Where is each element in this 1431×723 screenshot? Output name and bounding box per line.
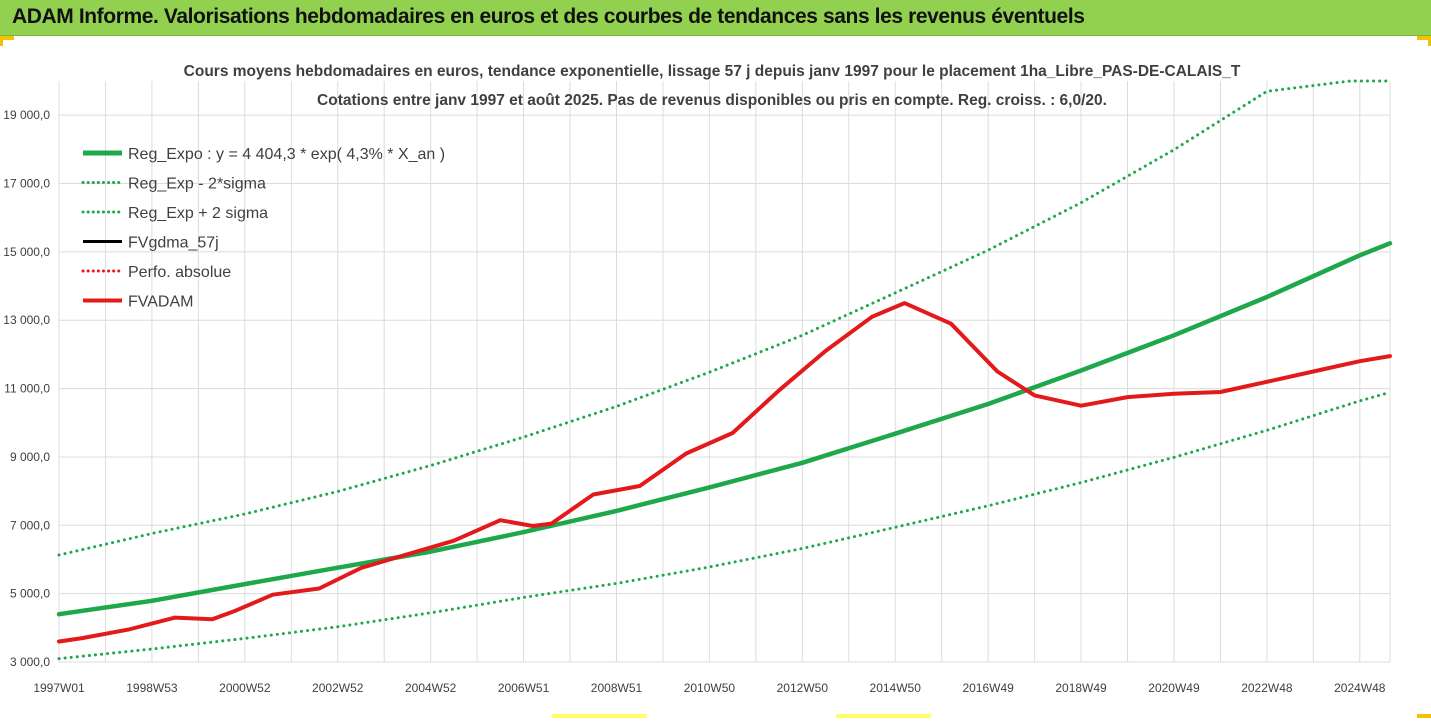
- corner-marker-top-left-v: [0, 36, 3, 46]
- banner-title: ADAM Informe. Valorisations hebdomadaire…: [12, 5, 1085, 28]
- chart-area: 3 000,0 5 000,0 7 000,0 9 000,0 11 000,0 13 0…: [0, 36, 1431, 718]
- x-tick-label: 2014W50: [870, 681, 922, 695]
- bottom-tab-right: [836, 714, 931, 718]
- trend-chart: 3 000,0 5 000,0 7 000,0 9 000,0 11 000,0 13 0…: [3, 63, 1393, 695]
- legend-label: FVADAM: [128, 294, 193, 311]
- chart-title-line-2: Cotations entre janv 1997 et août 2025. …: [317, 92, 1107, 109]
- series-line-2: [57, 79, 1392, 557]
- series-lines: [56, 79, 1393, 661]
- y-tick-label: 5 000,0: [10, 587, 50, 601]
- x-tick-label: 2002W52: [312, 681, 364, 695]
- y-tick-label: 11 000,0: [4, 382, 50, 396]
- grid-lines: [58, 81, 1391, 663]
- chart-title: Cours moyens hebdomadaires en euros, ten…: [184, 63, 1241, 109]
- x-tick-label: 2006W51: [498, 681, 550, 695]
- series-line-1: [57, 390, 1392, 661]
- y-tick-label: 15 000,0: [3, 245, 50, 259]
- chart-title-line-1: Cours moyens hebdomadaires en euros, ten…: [184, 63, 1241, 80]
- x-tick-label: 2012W50: [777, 681, 829, 695]
- series-line-3: [57, 301, 1392, 644]
- x-tick-label: 1997W01: [33, 681, 85, 695]
- series-line-0: [56, 241, 1393, 617]
- y-tick-label: 17 000,0: [3, 177, 50, 191]
- x-tick-label: 2010W50: [684, 681, 736, 695]
- corner-marker-top-right: [1417, 36, 1431, 40]
- corner-marker-bottom-right: [1417, 714, 1431, 718]
- x-tick-label: 2018W49: [1055, 681, 1107, 695]
- legend-label: Reg_Exp + 2 sigma: [128, 205, 268, 222]
- x-tick-label: 1998W53: [126, 681, 178, 695]
- y-tick-label: 7 000,0: [10, 518, 50, 532]
- x-tick-label: 2016W49: [962, 681, 1014, 695]
- x-tick-label: 2022W48: [1241, 681, 1293, 695]
- legend-label: Reg_Exp - 2*sigma: [128, 176, 266, 193]
- x-tick-label: 2020W49: [1148, 681, 1200, 695]
- y-axis-tick-labels: 3 000,0 5 000,0 7 000,0 9 000,0 11 000,0 13 0…: [3, 108, 50, 669]
- x-tick-label: 2008W51: [591, 681, 643, 695]
- legend: Reg_Expo : y = 4 404,3 * exp( 4,3% * X_a…: [81, 146, 445, 311]
- x-tick-label: 2000W52: [219, 681, 271, 695]
- bottom-tab-left: [552, 714, 647, 718]
- legend-label: Reg_Expo : y = 4 404,3 * exp( 4,3% * X_a…: [128, 146, 445, 163]
- x-tick-label: 2004W52: [405, 681, 457, 695]
- corner-marker-top-left: [0, 36, 14, 40]
- y-tick-label: 13 000,0: [3, 313, 50, 327]
- x-axis-tick-labels: 1997W01 1998W53 2000W52 2002W52 2004W52 2006W…: [33, 681, 1385, 695]
- y-tick-label: 9 000,0: [10, 450, 50, 464]
- y-tick-label: 19 000,0: [3, 108, 50, 122]
- title-banner: ADAM Informe. Valorisations hebdomadaire…: [0, 0, 1431, 36]
- y-tick-label: 3 000,0: [10, 655, 50, 669]
- corner-marker-top-right-v: [1428, 36, 1431, 46]
- legend-label: FVgdma_57j: [128, 235, 219, 252]
- x-tick-label: 2024W48: [1334, 681, 1386, 695]
- legend-label: Perfo. absolue: [128, 264, 231, 281]
